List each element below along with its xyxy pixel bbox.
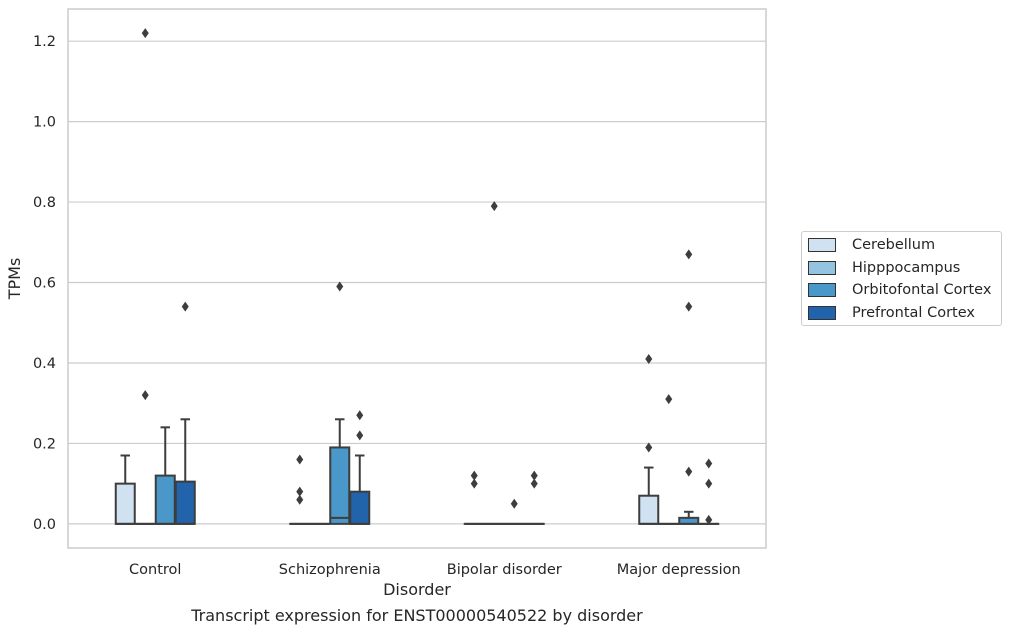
- legend-label: Orbitofontal Cortex: [852, 282, 992, 298]
- y-axis-label: TPMs: [5, 258, 24, 301]
- outlier-point: [685, 249, 693, 260]
- y-tick-label: 0.8: [33, 195, 56, 211]
- outlier-point: [685, 466, 693, 477]
- y-tick-label: 0.6: [33, 276, 56, 292]
- outlier-point: [705, 478, 713, 489]
- outlier-point: [181, 301, 189, 312]
- outlier-point: [510, 498, 518, 509]
- x-tick-label: Major depression: [617, 562, 741, 578]
- x-tick-label: Schizophrenia: [279, 562, 381, 578]
- y-tick-label: 0.2: [33, 436, 56, 452]
- outlier-point: [470, 470, 478, 481]
- chart-caption: Transcript expression for ENST0000054052…: [191, 606, 643, 625]
- outlier-point: [336, 281, 344, 292]
- legend-label: Cerebellum: [852, 237, 936, 253]
- legend-item-orbitofrontal-cortex: Orbitofontal Cortex: [808, 281, 991, 299]
- box: [154, 474, 176, 525]
- outlier-point: [530, 470, 538, 481]
- outlier-point: [705, 458, 713, 469]
- box: [329, 446, 351, 525]
- y-tick-label: 0.4: [33, 356, 56, 372]
- outlier-point: [530, 478, 538, 489]
- outlier-point: [356, 410, 364, 421]
- legend-swatch: [808, 283, 836, 297]
- legend-swatch: [808, 306, 836, 320]
- outlier-point: [490, 201, 498, 212]
- outlier-point: [141, 28, 149, 39]
- y-tick-label: 0.0: [33, 517, 56, 533]
- box: [174, 480, 196, 525]
- outlier-point: [141, 390, 149, 401]
- outlier-point: [645, 353, 653, 364]
- box: [349, 490, 371, 525]
- legend: Cerebellum Hipppocampus Orbitofontal Cor…: [801, 231, 1002, 326]
- y-tick-label: 1.2: [33, 34, 56, 50]
- plot-frame: [67, 8, 767, 549]
- legend-swatch: [808, 261, 836, 275]
- legend-label: Prefrontal Cortex: [852, 305, 975, 321]
- y-tick-label: 1.0: [33, 115, 56, 131]
- x-tick-label: Bipolar disorder: [447, 562, 562, 578]
- outlier-point: [296, 454, 304, 465]
- box: [114, 482, 136, 525]
- outlier-point: [296, 494, 304, 505]
- outlier-point: [685, 301, 693, 312]
- x-tick-label: Control: [129, 562, 181, 578]
- outlier-point: [296, 486, 304, 497]
- box: [638, 494, 660, 525]
- outlier-point: [470, 478, 478, 489]
- legend-label: Hipppocampus: [852, 260, 961, 276]
- legend-swatch: [808, 238, 836, 252]
- legend-item-cerebellum: Cerebellum: [808, 236, 935, 254]
- outlier-point: [645, 442, 653, 453]
- outlier-point: [356, 430, 364, 441]
- outlier-point: [705, 514, 713, 525]
- outlier-point: [665, 394, 673, 405]
- x-axis-label: Disorder: [383, 580, 451, 599]
- legend-item-prefrontal-cortex: Prefrontal Cortex: [808, 304, 975, 322]
- legend-item-hippocampus: Hipppocampus: [808, 259, 960, 277]
